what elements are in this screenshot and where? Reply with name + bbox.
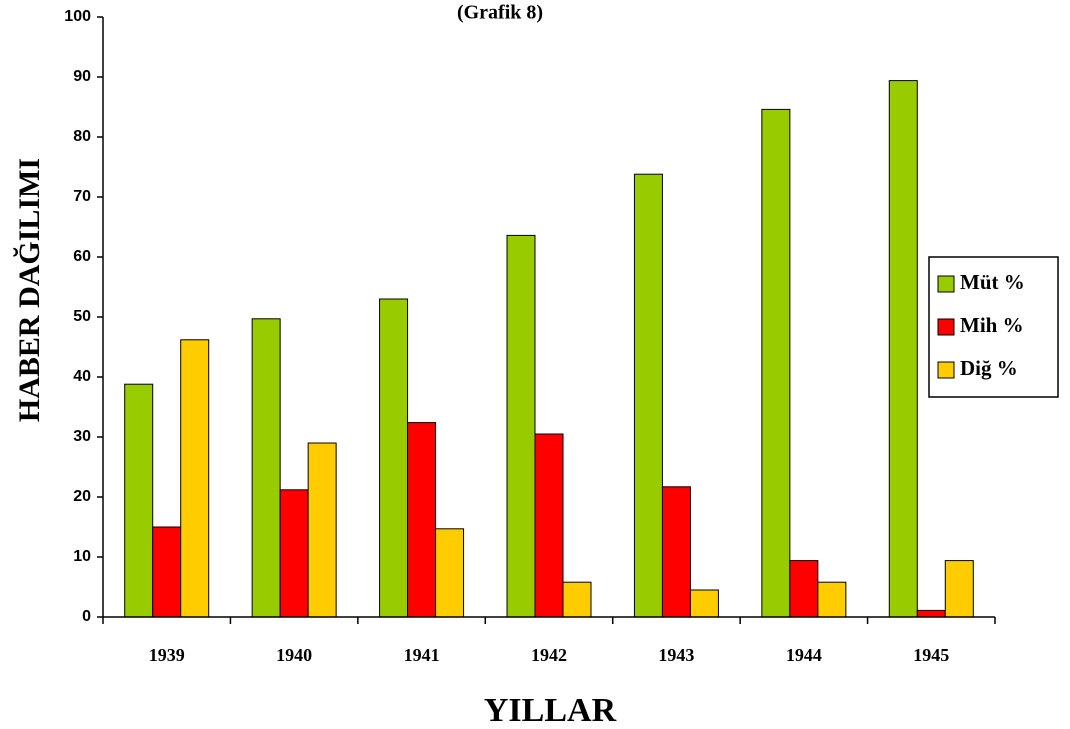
bar [562, 581, 592, 618]
legend-swatch [937, 275, 955, 293]
bar [251, 318, 281, 618]
bar [534, 433, 564, 618]
y-tick-label: 80 [73, 128, 91, 145]
x-tick-label: 1941 [404, 645, 440, 665]
bar [180, 339, 210, 618]
legend-label: Diğ % [960, 356, 1018, 380]
x-tick-label: 1939 [149, 645, 185, 665]
bar [888, 80, 918, 618]
bar [689, 589, 719, 618]
y-tick-label: 60 [73, 248, 91, 265]
legend-swatch [937, 361, 955, 379]
chart-title: (Grafik 8) [457, 2, 543, 24]
x-tick-label: 1940 [276, 645, 312, 665]
legend-label: Müt % [960, 270, 1025, 294]
bar [506, 234, 536, 618]
x-tick-label: 1945 [913, 645, 949, 665]
y-tick-label: 100 [64, 8, 91, 25]
bar [307, 442, 337, 618]
bar [435, 528, 465, 618]
bar [379, 298, 409, 618]
bar [124, 383, 154, 618]
bar [944, 560, 974, 618]
x-tick-label: 1942 [531, 645, 567, 665]
y-tick-label: 90 [73, 68, 91, 85]
bar [279, 489, 309, 618]
bar [916, 609, 946, 618]
y-axis-label: HABER DAĞILIMI [13, 158, 46, 422]
y-tick-label: 30 [73, 428, 91, 445]
legend-swatch [937, 318, 955, 336]
bar [789, 560, 819, 618]
legend-label: Mih % [960, 313, 1024, 337]
y-tick-label: 0 [82, 608, 91, 625]
bar [761, 108, 791, 618]
y-tick-label: 20 [73, 488, 91, 505]
bar [817, 581, 847, 618]
x-tick-label: 1944 [786, 645, 822, 665]
y-tick-label: 10 [73, 548, 91, 565]
y-tick-label: 40 [73, 368, 91, 385]
y-tick-label: 50 [73, 308, 91, 325]
bar [152, 526, 182, 618]
bar [407, 422, 437, 618]
x-axis-label: YILLAR [484, 692, 617, 729]
bar [633, 173, 663, 618]
bar [661, 486, 691, 618]
x-tick-label: 1943 [658, 645, 694, 665]
y-tick-label: 70 [73, 188, 91, 205]
